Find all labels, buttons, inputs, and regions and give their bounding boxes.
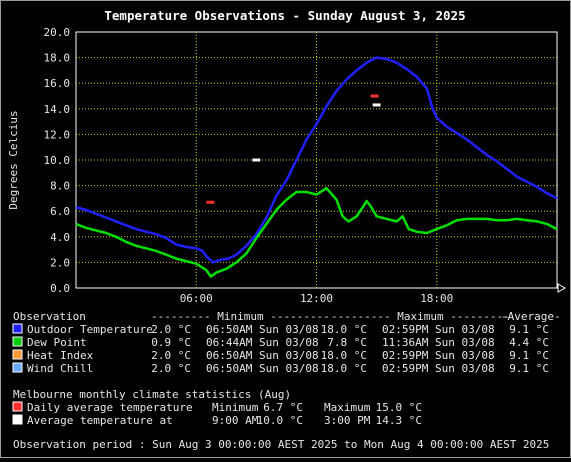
legend-swatch xyxy=(12,323,23,334)
stats-label: Outdoor Temperature xyxy=(27,323,153,336)
climate-b-value: 15.0 °C xyxy=(376,401,422,414)
y-tick-label: 0.0 xyxy=(50,282,70,295)
climate-b-label: Maximum xyxy=(324,401,371,414)
climate-marker xyxy=(252,158,261,162)
climate-a-value: 6.7 °C xyxy=(263,401,303,414)
y-tick-label: 20.0 xyxy=(44,26,71,39)
stats-min: 2.0 °C xyxy=(151,323,191,336)
stats-min-time: 06:50AM Sun 03/08 xyxy=(206,323,319,336)
x-axis-ticks: 06:00 12:00 18:00 xyxy=(180,292,454,305)
climate-b-label: 3:00 PM xyxy=(324,414,371,427)
stats-min-time: 06:44AM Sun 03/08 xyxy=(206,336,319,349)
stats-avg: 9.1 °C xyxy=(509,349,549,362)
series-line xyxy=(75,186,558,278)
y-tick-label: 18.0 xyxy=(44,52,71,65)
stats-header-observation: Observation xyxy=(13,310,86,323)
climate-label: Daily average temperature xyxy=(27,401,193,414)
climate-swatch xyxy=(12,414,23,425)
x-axis-arrow-icon xyxy=(557,283,567,293)
y-tick-label: 8.0 xyxy=(50,180,70,193)
stats-header-minimum: --------- Minimum --------- xyxy=(151,310,330,323)
climate-a-label: 9:00 AM xyxy=(212,414,259,427)
climate-table: Melbourne monthly climate statistics (Au… xyxy=(12,388,422,427)
stats-max: 7.8 °C xyxy=(327,336,367,349)
stats-row: Dew Point 0.9 °C 06:44AM Sun 03/08 7.8 °C 11… xyxy=(12,336,549,349)
series-line xyxy=(75,56,558,264)
stats-max-time: 11:36AM Sun 03/08 xyxy=(382,336,495,349)
stats-min: 0.9 °C xyxy=(151,336,191,349)
stats-avg: 9.1 °C xyxy=(509,323,549,336)
stats-max-time: 02:59PM Sun 03/08 xyxy=(382,323,495,336)
climate-label: Average temperature at xyxy=(27,414,173,427)
legend-swatch xyxy=(12,336,23,347)
climate-a-label: Minimum xyxy=(212,401,259,414)
x-tick-label: 18:00 xyxy=(420,292,453,305)
stats-max-time: 02:59PM Sun 03/08 xyxy=(382,362,495,375)
stats-max-time: 02:59PM Sun 03/08 xyxy=(382,349,495,362)
stats-row: Heat Index 2.0 °C 06:50AM Sun 03/08 18.0 °C… xyxy=(12,349,549,362)
climate-swatch xyxy=(12,401,23,412)
stats-max: 18.0 °C xyxy=(321,362,367,375)
y-tick-label: 14.0 xyxy=(44,103,71,116)
climate-b-value: 14.3 °C xyxy=(376,414,422,427)
legend-swatch xyxy=(12,349,23,360)
climate-marker xyxy=(372,103,381,107)
y-tick-label: 4.0 xyxy=(50,231,70,244)
x-tick-label: 06:00 xyxy=(180,292,213,305)
stats-max: 18.0 °C xyxy=(321,349,367,362)
stats-min: 2.0 °C xyxy=(151,362,191,375)
stats-header-average: -Average- xyxy=(501,310,561,323)
stats-min-time: 06:50AM Sun 03/08 xyxy=(206,362,319,375)
climate-row: Daily average temperature Minimum 6.7 °C Ma… xyxy=(12,401,422,414)
y-tick-label: 16.0 xyxy=(44,77,71,90)
stats-avg: 9.1 °C xyxy=(509,362,549,375)
climate-heading: Melbourne monthly climate statistics (Au… xyxy=(13,388,291,401)
climate-a-value: 10.0 °C xyxy=(257,414,303,427)
grid-lines xyxy=(76,32,557,288)
stats-min: 2.0 °C xyxy=(151,349,191,362)
x-tick-label: 12:00 xyxy=(300,292,333,305)
y-tick-label: 10.0 xyxy=(44,154,71,167)
climate-marker xyxy=(370,94,379,98)
observation-period: Observation period : Sun Aug 3 00:00:00 … xyxy=(13,438,549,451)
y-tick-label: 12.0 xyxy=(44,128,71,141)
climate-markers xyxy=(206,94,381,204)
stats-header-maximum: --------- Maximum --------- xyxy=(331,310,510,323)
y-tick-label: 2.0 xyxy=(50,256,70,269)
chart-title: Temperature Observations - Sunday August… xyxy=(104,8,465,23)
stats-row: Wind Chill 2.0 °C 06:50AM Sun 03/08 18.0 °C… xyxy=(12,362,549,375)
climate-marker xyxy=(206,200,215,204)
series-lines xyxy=(75,56,558,278)
stats-max: 18.0 °C xyxy=(321,323,367,336)
stats-min-time: 06:50AM Sun 03/08 xyxy=(206,349,319,362)
stats-avg: 4.4 °C xyxy=(509,336,549,349)
legend-swatch xyxy=(12,362,23,373)
stats-table: Observation --------- Minimum --------- … xyxy=(12,310,561,375)
y-axis-label: Degrees Celcius xyxy=(7,110,20,209)
stats-label: Heat Index xyxy=(27,349,94,362)
stats-label: Wind Chill xyxy=(27,362,93,375)
y-tick-label: 6.0 xyxy=(50,205,70,218)
y-axis-ticks: 0.0 2.0 4.0 6.0 8.0 10.0 12.0 14.0 16.0 18.0 20.0 xyxy=(44,26,71,295)
stats-label: Dew Point xyxy=(27,336,87,349)
climate-rows: Daily average temperature Minimum 6.7 °C Ma… xyxy=(12,401,422,427)
